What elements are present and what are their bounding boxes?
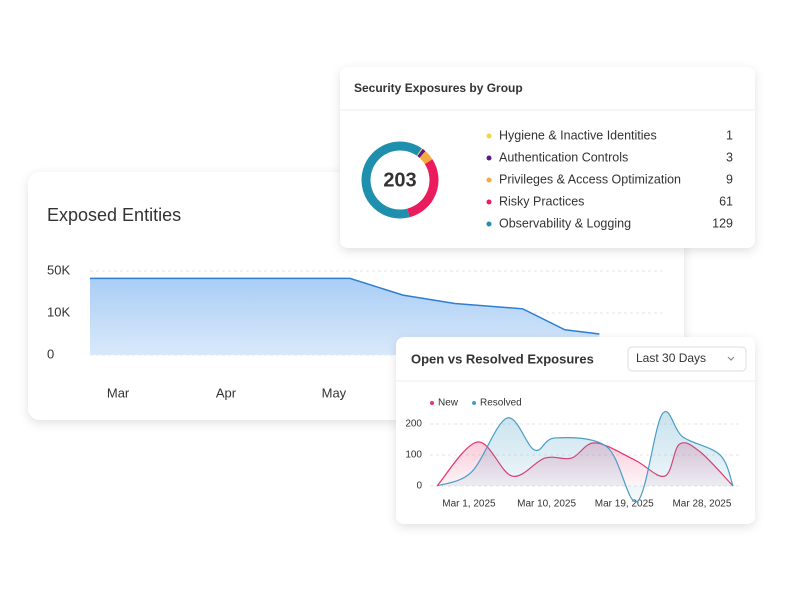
y-tick-label: 100 bbox=[405, 450, 422, 461]
donut-segment bbox=[416, 148, 423, 157]
legend-value: 9 bbox=[726, 172, 733, 186]
x-tick-label: Mar 10, 2025 bbox=[517, 499, 576, 510]
series-area bbox=[437, 411, 733, 502]
open-vs-resolved-card: Open vs Resolved Exposures Last 30 Days … bbox=[396, 337, 755, 524]
x-tick-label: Mar 28, 2025 bbox=[672, 499, 731, 510]
y-tick-label: 0 bbox=[416, 481, 422, 492]
legend-label: New bbox=[438, 398, 459, 409]
dropdown-label: Last 30 Days bbox=[636, 351, 706, 365]
legend-dot bbox=[486, 199, 492, 205]
x-tick-label: Mar 1, 2025 bbox=[442, 499, 496, 510]
exposures-by-group-card: Security Exposures by Group 203 Hygiene … bbox=[340, 67, 755, 248]
dropdown[interactable] bbox=[627, 346, 747, 372]
donut-total: 203 bbox=[383, 169, 416, 191]
legend-dot bbox=[430, 401, 434, 405]
x-tick-label: Apr bbox=[216, 385, 237, 400]
series-line bbox=[436, 411, 734, 503]
legend-dot bbox=[472, 401, 477, 405]
legend-value: 129 bbox=[712, 216, 733, 230]
legend-label: Privileges & Access Optimization bbox=[499, 172, 681, 186]
legend-label: Risky Practices bbox=[499, 194, 584, 208]
y-tick-label: 200 bbox=[405, 419, 422, 430]
x-tick-label: Mar 19, 2025 bbox=[595, 499, 654, 510]
x-tick-label: Mar bbox=[107, 385, 130, 400]
donut-segment bbox=[417, 148, 426, 158]
y-tick-label: 10K bbox=[47, 304, 70, 319]
donut-segment bbox=[361, 141, 422, 219]
legend-value: 1 bbox=[726, 128, 733, 142]
legend-value: 3 bbox=[726, 150, 733, 164]
legend-value: 61 bbox=[719, 194, 733, 208]
card-title: Security Exposures by Group bbox=[354, 81, 523, 95]
donut-segment bbox=[419, 151, 433, 165]
legend-label: Observability & Logging bbox=[499, 216, 631, 230]
donut-segment bbox=[407, 159, 439, 218]
legend-dot bbox=[486, 133, 492, 139]
area-fill bbox=[90, 278, 600, 355]
card-title: Exposed Entities bbox=[47, 205, 181, 225]
x-tick-label: May bbox=[322, 385, 347, 400]
y-tick-label: 0 bbox=[47, 346, 54, 361]
card bbox=[340, 67, 755, 248]
legend-dot bbox=[486, 177, 492, 183]
chevron-icon bbox=[727, 356, 735, 361]
legend-label: Resolved bbox=[480, 398, 522, 409]
legend-label: Hygiene & Inactive Identities bbox=[499, 128, 657, 142]
legend-dot bbox=[486, 155, 492, 161]
legend-dot bbox=[486, 221, 492, 227]
y-tick-label: 50K bbox=[47, 262, 70, 277]
card-title: Open vs Resolved Exposures bbox=[411, 351, 594, 366]
legend-label: Authentication Controls bbox=[499, 150, 628, 164]
area-line bbox=[90, 277, 600, 335]
